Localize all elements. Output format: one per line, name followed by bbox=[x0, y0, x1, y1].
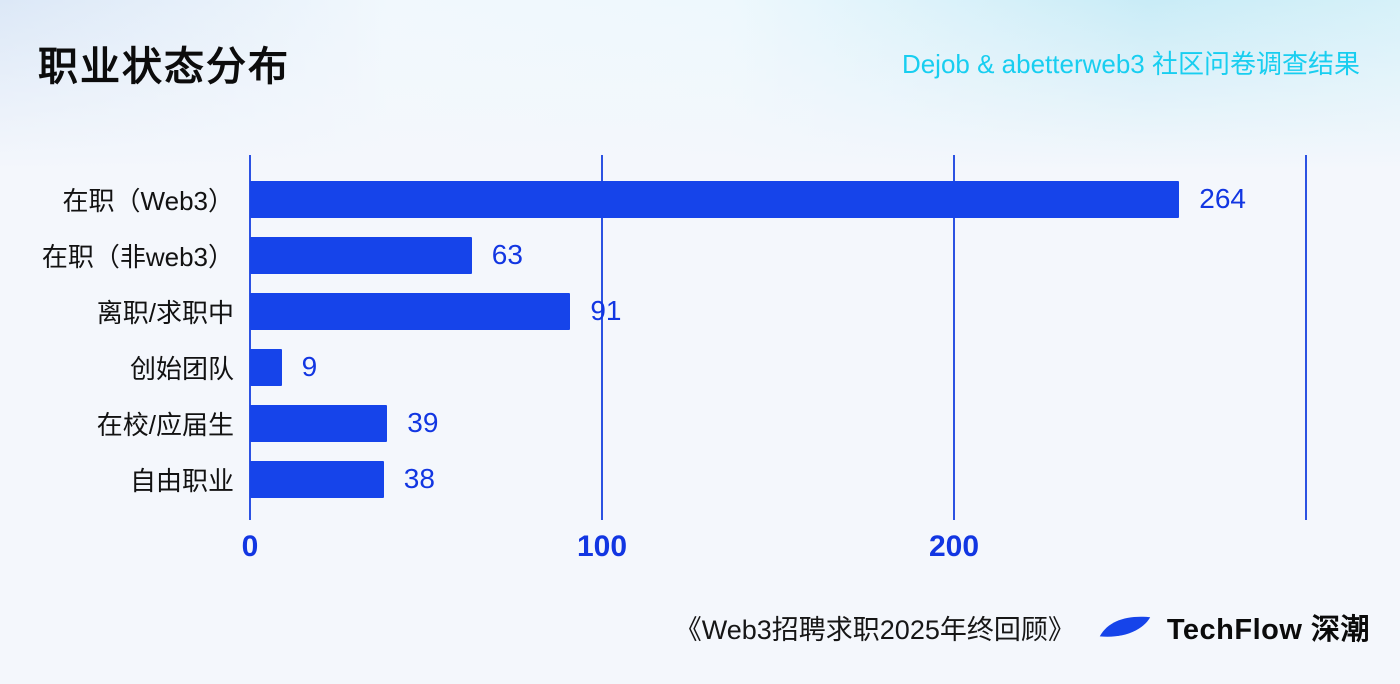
value-label: 38 bbox=[403, 463, 435, 494]
bar bbox=[250, 180, 1180, 218]
survey-subtitle: Dejob & abetterweb3 社区问卷调查结果 bbox=[901, 49, 1360, 79]
bar-rows: 在职（Web3） 264 在职（非web3） 63 离职/求职中 91 创始团队 9 在校/应届… bbox=[42, 171, 1306, 507]
bar-row: 创始团队 9 bbox=[130, 339, 1306, 395]
value-label: 63 bbox=[491, 239, 523, 270]
bar-row: 自由职业 38 bbox=[130, 451, 1306, 507]
bar bbox=[250, 460, 384, 498]
header: 职业状态分布 Dejob & abetterweb3 社区问卷调查结果 bbox=[0, 0, 1400, 92]
bar bbox=[250, 236, 472, 274]
page-title: 职业状态分布 bbox=[38, 45, 290, 89]
bar bbox=[250, 292, 571, 330]
category-label: 自由职业 bbox=[129, 465, 234, 496]
category-label: 在职（Web3） bbox=[62, 185, 234, 216]
category-label: 在职（非web3） bbox=[41, 241, 234, 272]
bar-track: 38 bbox=[250, 451, 1306, 507]
source-citation: 《Web3招聘求职2025年终回顾》 bbox=[674, 614, 1075, 645]
category-label: 离职/求职中 bbox=[96, 297, 234, 328]
bar-track: 39 bbox=[250, 395, 1306, 451]
gridlines bbox=[249, 155, 1307, 520]
gridline-100 bbox=[601, 155, 603, 520]
gridline-200 bbox=[953, 155, 955, 520]
bar-track: 91 bbox=[250, 283, 1306, 339]
footer: 《Web3招聘求职2025年终回顾》 TechFlow 深潮 bbox=[675, 606, 1370, 648]
x-tick-label-100: 100 bbox=[576, 530, 628, 563]
x-tick-label-200: 200 bbox=[928, 530, 980, 563]
brand-name: TechFlow 深潮 bbox=[1166, 614, 1370, 646]
value-label: 91 bbox=[590, 295, 622, 326]
category-label: 创始团队 bbox=[129, 353, 234, 384]
value-label: 9 bbox=[301, 351, 318, 382]
bar bbox=[250, 348, 282, 386]
value-label: 39 bbox=[407, 407, 439, 438]
bar bbox=[250, 404, 388, 442]
category-label: 在校/应届生 bbox=[96, 409, 234, 440]
bar-row: 在职（Web3） 264 bbox=[63, 171, 1306, 227]
bar-track: 9 bbox=[250, 339, 1306, 395]
gridline-0 bbox=[249, 155, 251, 520]
bar-row: 在校/应届生 39 bbox=[97, 395, 1306, 451]
bar-track: 63 bbox=[250, 227, 1306, 283]
techflow-leaf-icon bbox=[1097, 613, 1153, 641]
plot-area: 在职（Web3） 264 在职（非web3） 63 离职/求职中 91 创始团队 9 在校/应届… bbox=[42, 155, 1307, 520]
x-axis: 0 100 200 bbox=[242, 530, 1306, 570]
bar-row: 在职（非web3） 63 bbox=[42, 227, 1306, 283]
value-label: 264 bbox=[1199, 183, 1246, 214]
gridline-300 bbox=[1305, 155, 1307, 520]
x-tick-label-0: 0 bbox=[241, 530, 259, 563]
bar-track: 264 bbox=[250, 171, 1306, 227]
bar-row: 离职/求职中 91 bbox=[97, 283, 1306, 339]
